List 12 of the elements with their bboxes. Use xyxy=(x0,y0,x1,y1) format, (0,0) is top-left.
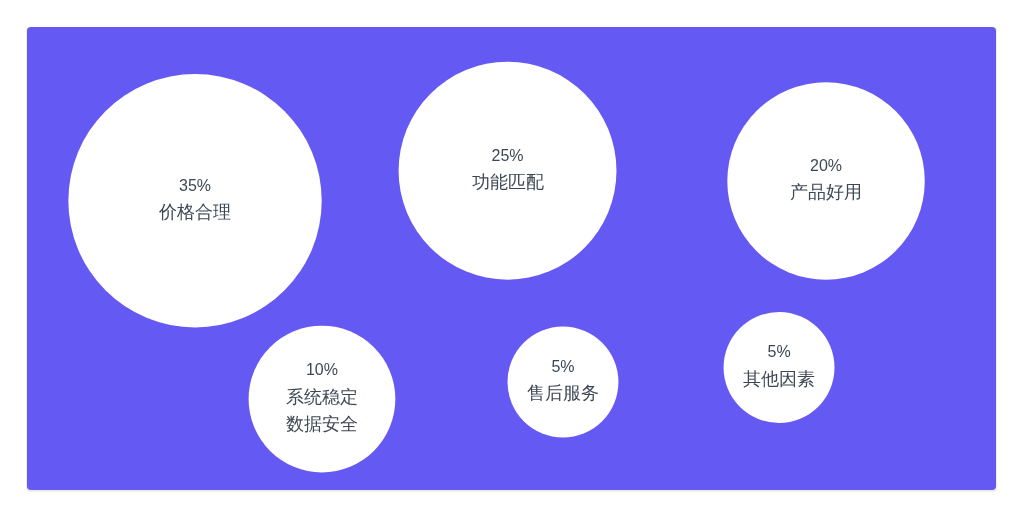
category-label: 售后服务 xyxy=(526,383,599,404)
data-label: 5% xyxy=(767,343,791,361)
data-label: 10% xyxy=(305,361,338,379)
category-label: 功能匹配 xyxy=(471,172,544,193)
data-label: 25% xyxy=(491,146,524,164)
data-label: 20% xyxy=(810,156,843,174)
category-label: 产品好用 xyxy=(790,182,863,203)
category-label: 系统稳定数据安全 xyxy=(285,386,358,434)
data-label: 5% xyxy=(551,357,575,375)
data-label: 35% xyxy=(179,176,212,194)
category-label: 其他因素 xyxy=(743,368,816,389)
category-label: 价格合理 xyxy=(158,202,232,223)
